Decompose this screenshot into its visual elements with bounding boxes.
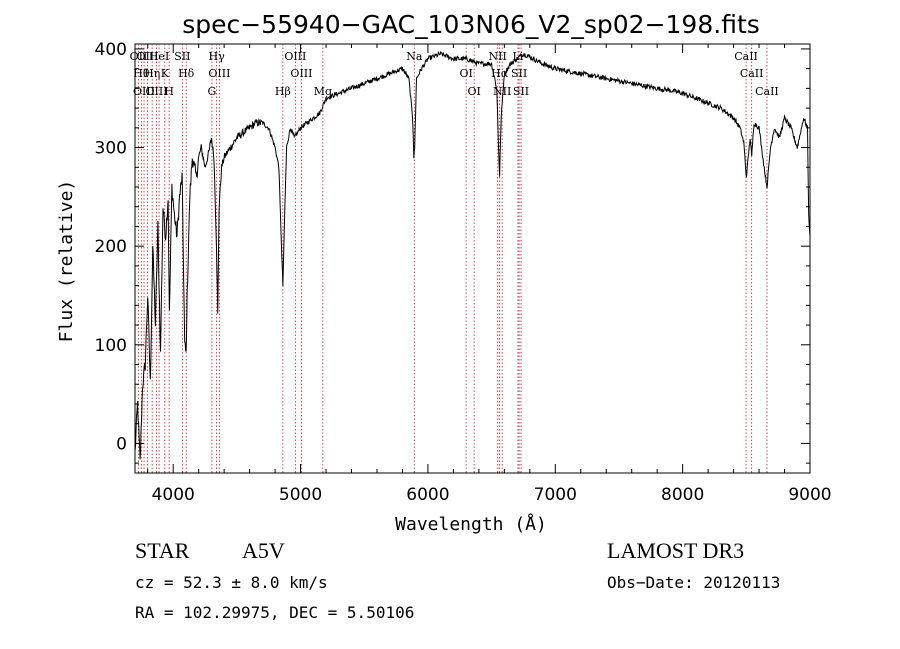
chart-title: spec−55940−GAC_103N06_V2_sp02−198.fits bbox=[182, 10, 760, 39]
line-marker-label: K bbox=[161, 67, 170, 80]
y-tick-label: 100 bbox=[95, 336, 127, 356]
line-marker-label: SII bbox=[513, 85, 529, 98]
line-marker-label: OIII bbox=[136, 50, 158, 63]
survey-name: LAMOST DR3 bbox=[607, 538, 745, 563]
line-marker-label: Hδ bbox=[178, 67, 195, 80]
line-marker-label: OII bbox=[130, 50, 148, 63]
line-marker-label: OI bbox=[459, 67, 472, 80]
line-marker-label: OIII bbox=[208, 67, 230, 80]
object-subclass: A5V bbox=[242, 538, 285, 563]
line-marker-label: NII bbox=[493, 85, 511, 98]
x-tick-label: 5000 bbox=[279, 485, 322, 505]
line-marker-label: H bbox=[164, 85, 174, 98]
x-tick-label: 8000 bbox=[661, 485, 704, 505]
x-axis-label: Wavelength (Å) bbox=[395, 513, 547, 535]
line-marker-label: SII bbox=[511, 67, 527, 80]
line-marker-label: G bbox=[208, 85, 217, 98]
line-marker-label: Mg bbox=[314, 85, 332, 98]
line-marker-label: OIII bbox=[284, 50, 306, 63]
line-marker-label: SII bbox=[174, 50, 190, 63]
line-marker-label: Hβ bbox=[275, 85, 291, 98]
redshift-velocity: cz = 52.3 ± 8.0 km/s bbox=[135, 573, 328, 592]
x-tick-label: 9000 bbox=[788, 485, 831, 505]
line-marker-label: Hθ bbox=[133, 67, 150, 80]
line-marker-label: NII bbox=[489, 50, 507, 63]
axis-ticks: 4000 5000 6000 7000 8000 9000 0 100 200 300 400 bbox=[95, 40, 832, 505]
line-marker-label: Hγ bbox=[209, 50, 226, 63]
object-class: STAR bbox=[135, 538, 190, 563]
emission-line-markers bbox=[138, 44, 768, 473]
y-tick-label: 0 bbox=[116, 434, 127, 454]
y-tick-label: 200 bbox=[95, 237, 127, 257]
emission-line-labels: OIIHθOIIIOIIIHηOIIIHeIKHSIIHδGHγOIIIHβOI… bbox=[130, 50, 779, 98]
x-tick-label: 7000 bbox=[534, 485, 577, 505]
line-marker-label: HeI bbox=[149, 50, 169, 63]
y-tick-label: 400 bbox=[95, 40, 127, 60]
coordinates: RA = 102.29975, DEC = 5.50106 bbox=[135, 603, 415, 622]
line-marker-label: CaII bbox=[740, 67, 764, 80]
line-marker-label: OIII bbox=[145, 85, 167, 98]
y-tick-label: 300 bbox=[95, 139, 127, 159]
plot-frame bbox=[134, 43, 811, 474]
line-marker-label: Hη bbox=[144, 67, 160, 80]
line-marker-label: OIII bbox=[290, 67, 312, 80]
flux-series-line bbox=[134, 50, 811, 460]
x-tick-label: 4000 bbox=[152, 485, 195, 505]
line-marker-label: CaII bbox=[755, 85, 779, 98]
x-tick-label: 6000 bbox=[406, 485, 449, 505]
line-marker-label: OI bbox=[467, 85, 480, 98]
y-axis-label: Flux (relative) bbox=[56, 180, 77, 343]
line-marker-label: CaII bbox=[734, 50, 758, 63]
line-marker-label: Na bbox=[406, 50, 423, 63]
observation-date: Obs−Date: 20120113 bbox=[607, 573, 781, 592]
